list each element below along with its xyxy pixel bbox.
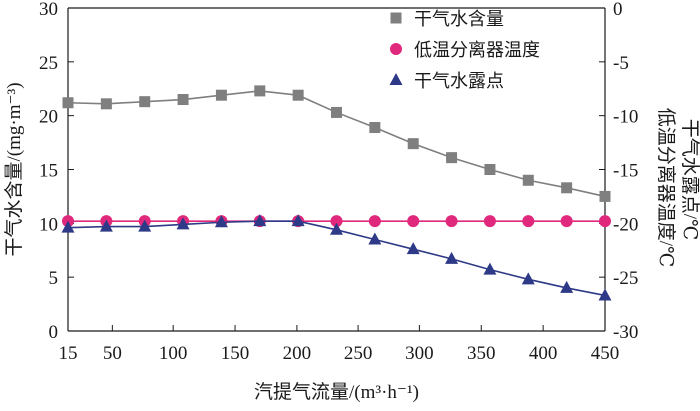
y-right-tick-label: -5 [613, 53, 629, 74]
data-point [254, 85, 266, 97]
axes: 15 50 100 150 200 250 300 350 400 450051015202530… [39, 0, 638, 364]
legend-label: 干气水露点 [414, 71, 504, 91]
y-right-tick-label: -25 [613, 268, 638, 289]
data-point [483, 215, 496, 228]
data-point [292, 89, 304, 101]
x-tick-label: 400 [529, 343, 558, 364]
legend-marker [389, 73, 403, 85]
data-point [330, 222, 343, 235]
x-tick-label: 450 [591, 343, 620, 364]
y-right-axis-title-temperature: 低温分离器温度/℃ [655, 108, 677, 268]
y-right-tick-label: -15 [613, 161, 638, 182]
data-point [407, 215, 420, 228]
data-point [406, 242, 420, 255]
x-tick-label: 50 [103, 343, 122, 364]
data-point [521, 272, 535, 285]
data-point [331, 106, 342, 118]
data-point [369, 122, 381, 134]
data-point [368, 232, 382, 245]
legend-label: 低温分离器温度 [414, 40, 540, 60]
series-triangle [61, 214, 612, 301]
data-point [483, 262, 497, 275]
data-point [445, 251, 459, 264]
y-left-axis-title: 干气水含量/(mg·m⁻³) [3, 82, 25, 256]
y-left-tick-label: 30 [39, 0, 58, 20]
x-tick-label: 100 [159, 343, 188, 364]
x-tick-label: 300 [405, 343, 434, 364]
data-point [598, 288, 612, 301]
y-right-axis-title-dewpoint: 干气水露点/℃ [679, 119, 700, 241]
data-point [177, 94, 189, 106]
data-point [368, 215, 381, 228]
data-point [445, 215, 458, 228]
data-point [484, 164, 496, 175]
y-right-tick-label: -20 [613, 214, 638, 235]
data-point [139, 96, 151, 108]
x-tick-label: 15 [59, 343, 78, 364]
legend-label: 干气水含量 [414, 9, 504, 29]
data-point [291, 214, 305, 227]
data-point [407, 138, 419, 150]
data-point [61, 220, 75, 233]
x-tick-label: 200 [283, 343, 312, 364]
y-left-tick-label: 20 [39, 107, 58, 128]
y-right-tick-label: -10 [613, 107, 638, 128]
legend-marker [390, 12, 402, 24]
data-point [99, 219, 113, 232]
y-right-tick-label: -30 [613, 322, 638, 343]
data-point [214, 215, 228, 228]
y-left-tick-label: 0 [49, 322, 59, 343]
y-left-tick-label: 25 [39, 53, 58, 74]
x-axis-title: 汽提气流量/(m³·h⁻¹) [254, 381, 419, 403]
x-tick-label: 250 [344, 343, 373, 364]
axis-titles: 汽提气流量/(m³·h⁻¹) 干气水含量/(mg·m⁻³) 低温分离器温度/℃ … [3, 82, 700, 403]
data-point [599, 215, 611, 228]
data-point [522, 215, 535, 228]
series-layer [61, 85, 612, 301]
legend-marker [390, 43, 402, 55]
y-left-tick-label: 5 [49, 268, 59, 289]
data-point [62, 97, 74, 109]
y-left-tick-label: 10 [39, 214, 58, 235]
data-point [100, 98, 112, 110]
data-point [176, 217, 190, 230]
y-right-tick-label: 0 [613, 0, 623, 20]
series-square [62, 85, 611, 202]
data-point [215, 89, 227, 101]
data-point [446, 152, 458, 164]
x-tick-label: 350 [467, 343, 496, 364]
x-tick-label: 150 [221, 343, 250, 364]
data-point [253, 214, 267, 227]
data-point [560, 280, 574, 293]
data-point [560, 215, 573, 228]
data-point [138, 219, 152, 232]
y-left-tick-label: 15 [39, 161, 58, 182]
data-point [599, 190, 611, 202]
data-point [330, 215, 343, 228]
data-point [522, 174, 534, 186]
data-point [561, 182, 573, 194]
